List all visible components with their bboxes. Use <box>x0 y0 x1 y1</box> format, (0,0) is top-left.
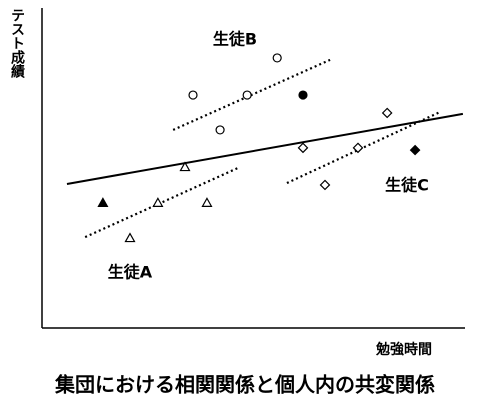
mean-point <box>97 197 109 207</box>
series-label: 生徒C <box>385 176 429 195</box>
mean-point <box>409 144 421 156</box>
point <box>179 161 191 172</box>
point <box>242 90 252 100</box>
point <box>319 179 331 191</box>
point <box>381 107 393 119</box>
point <box>188 90 198 100</box>
chart-title: 集団における相関関係と個人内の共変関係 <box>54 373 435 397</box>
mean-point <box>298 90 308 100</box>
individual-line <box>84 166 241 239</box>
point <box>272 53 282 63</box>
individual-line <box>286 111 441 185</box>
point <box>152 197 164 207</box>
series-label: 生徒A <box>108 263 153 282</box>
regression-line <box>66 112 464 185</box>
series-label: 生徒B <box>213 30 257 49</box>
y-axis-label: テスト成績 <box>9 8 25 79</box>
point <box>352 142 364 154</box>
x-axis-label: 勉強時間 <box>375 341 432 358</box>
point <box>215 125 225 135</box>
point <box>124 232 136 243</box>
point <box>201 197 213 207</box>
point <box>297 142 309 154</box>
